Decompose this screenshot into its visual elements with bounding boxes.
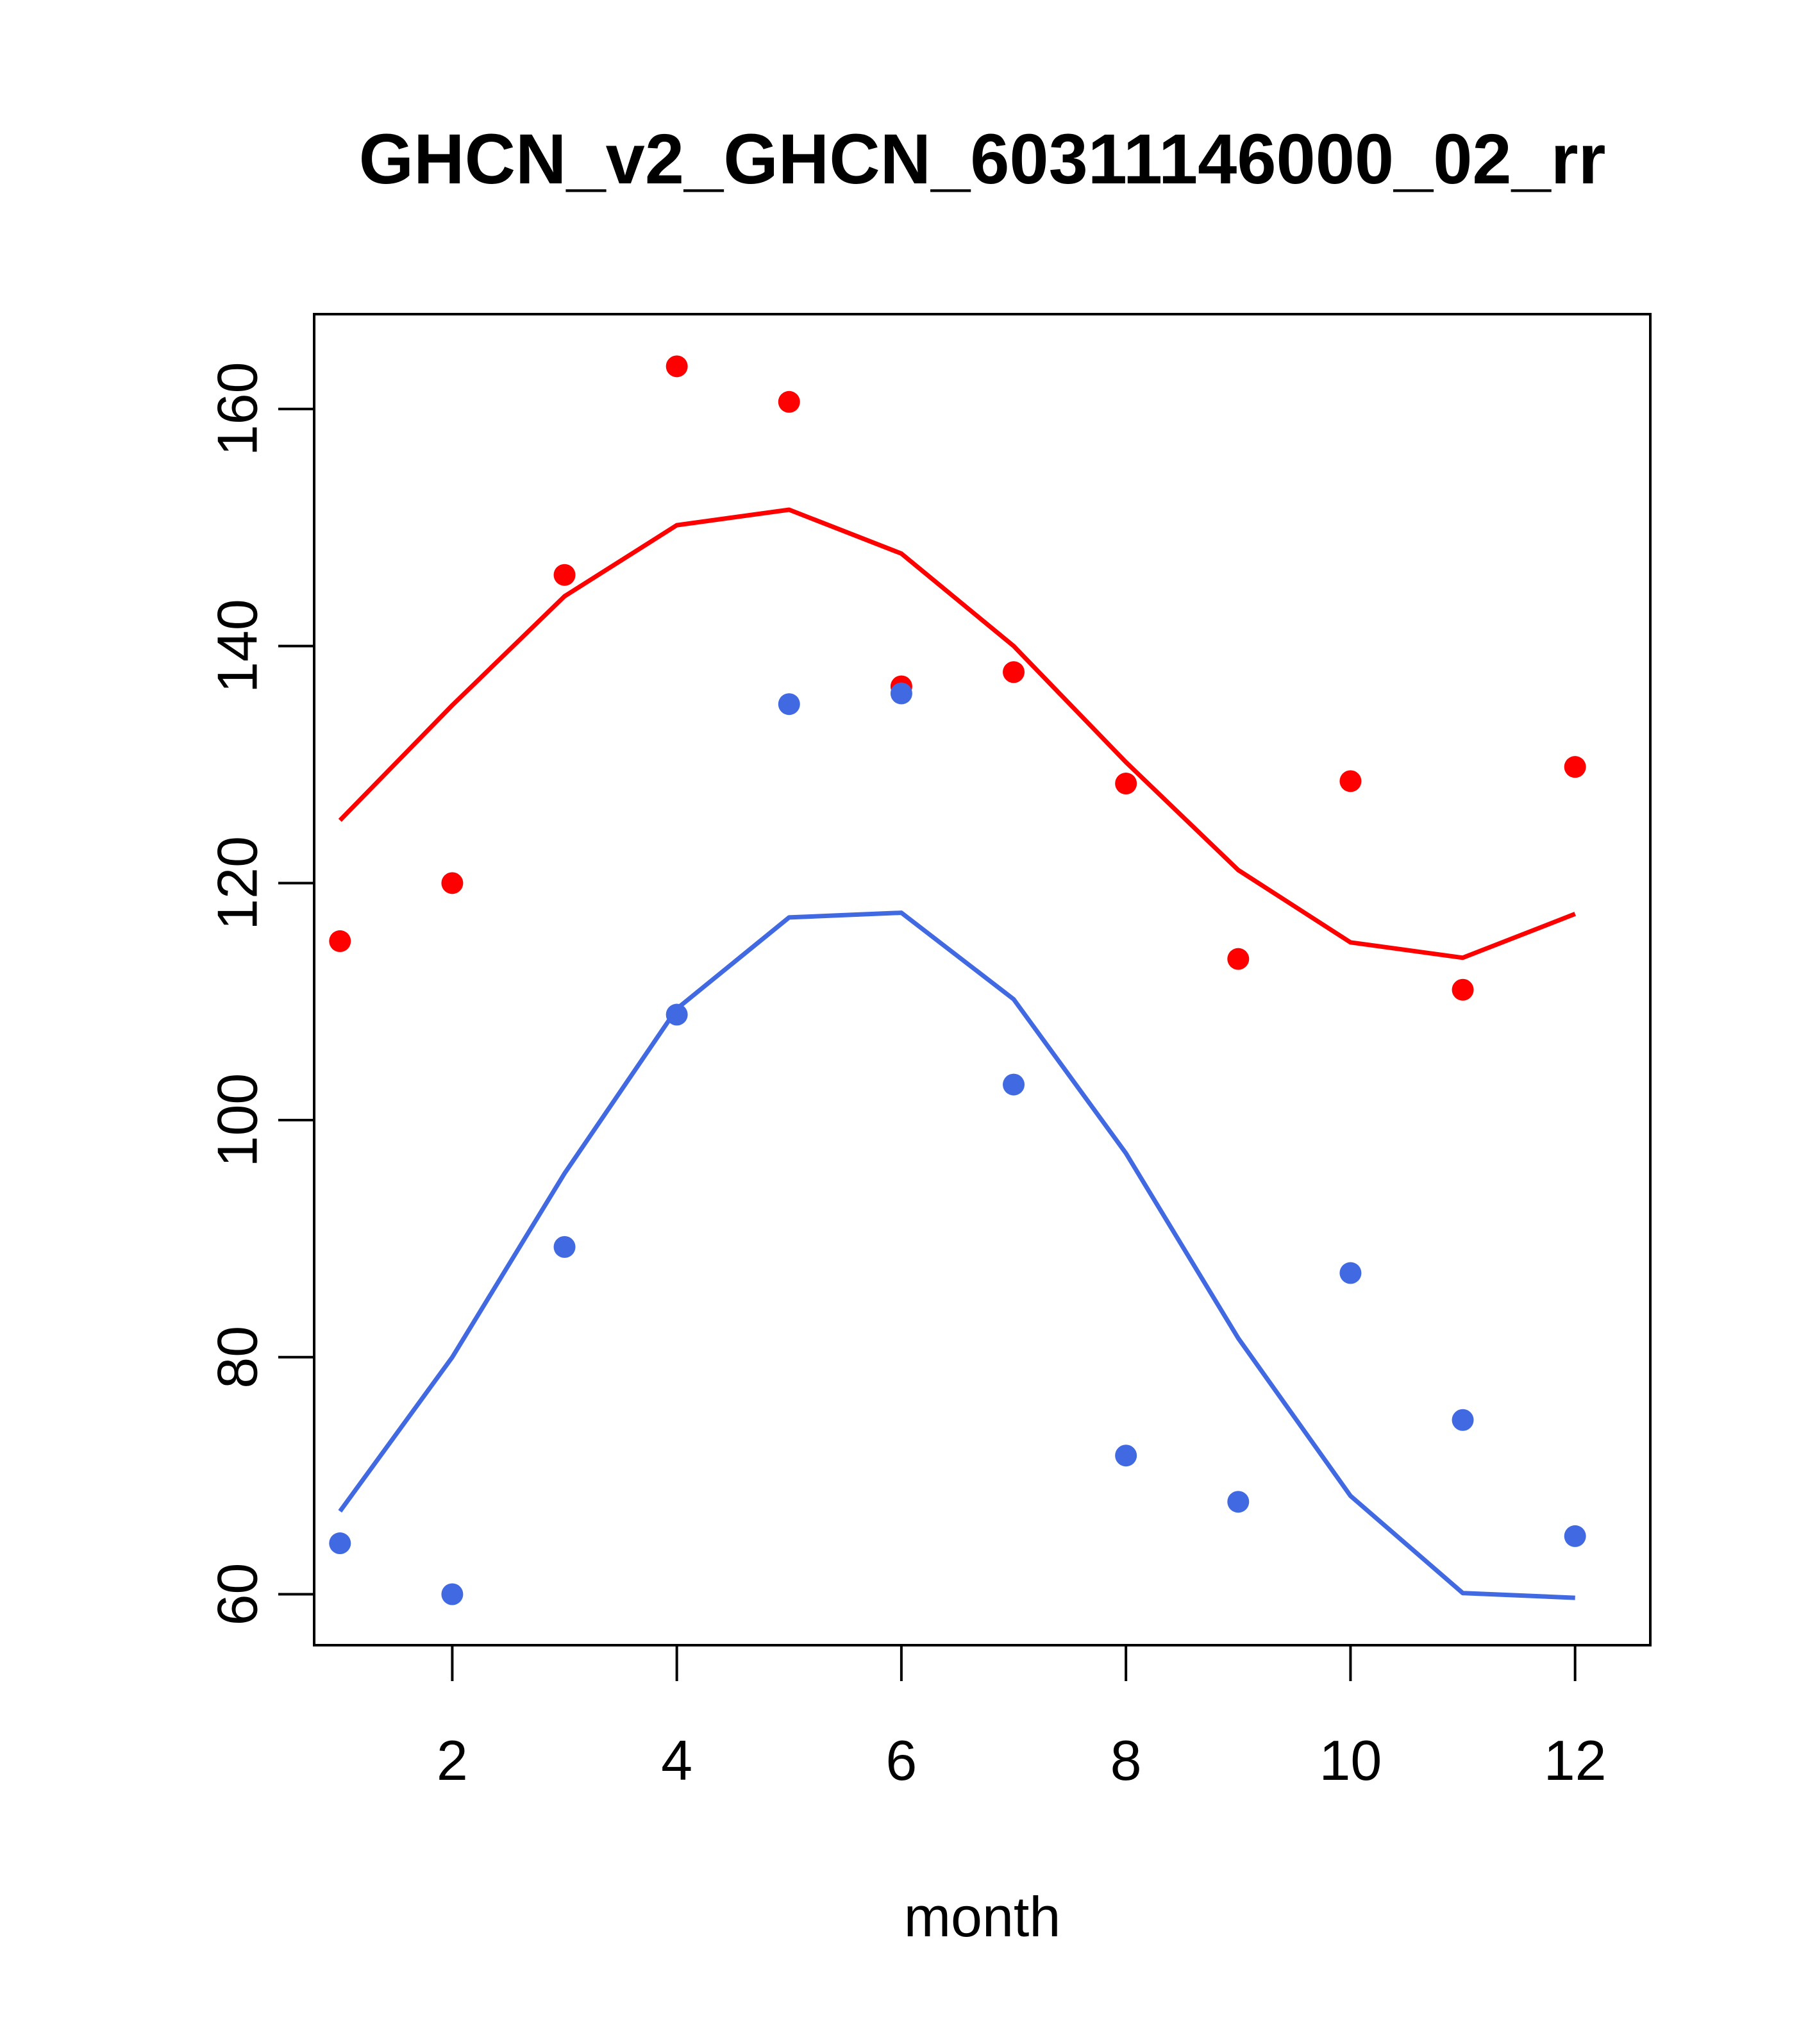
series-1-point bbox=[553, 564, 576, 586]
series-1-line bbox=[338, 507, 1576, 960]
series-1-point bbox=[778, 390, 800, 413]
series-2-point bbox=[329, 1532, 351, 1555]
series-1-point bbox=[329, 930, 351, 952]
series-2-point bbox=[778, 693, 800, 716]
series-1-point bbox=[441, 872, 464, 894]
series-1-point bbox=[1452, 978, 1474, 1001]
x-tick-label: 2 bbox=[437, 1729, 468, 1792]
series-2-point bbox=[1227, 1491, 1250, 1513]
chart-title: GHCN_v2_GHCN_60311146000_02_rr bbox=[359, 120, 1606, 199]
x-tick-label: 8 bbox=[1110, 1729, 1142, 1792]
series-2-point bbox=[1339, 1262, 1362, 1284]
series-2-point bbox=[1003, 1073, 1025, 1096]
series-2-point bbox=[441, 1583, 464, 1605]
series-2-point bbox=[1115, 1445, 1137, 1467]
series-1-point bbox=[1227, 948, 1250, 970]
series-1-point bbox=[1003, 661, 1025, 683]
y-tick-label: 160 bbox=[206, 362, 269, 456]
x-tick-label: 4 bbox=[661, 1729, 692, 1792]
series-2-point bbox=[666, 1003, 688, 1026]
y-tick-label: 80 bbox=[206, 1326, 269, 1389]
series-2-line bbox=[338, 910, 1575, 1600]
x-axis-label: month bbox=[904, 1885, 1061, 1948]
x-tick-label: 12 bbox=[1544, 1729, 1607, 1792]
series-1-point bbox=[1339, 770, 1362, 792]
x-tick-label: 6 bbox=[885, 1729, 917, 1792]
y-tick-label: 60 bbox=[206, 1563, 269, 1626]
series-1-point bbox=[1115, 773, 1137, 795]
axes: 2 4 6 8 10 12 60 80 100 120 140 160 bbox=[206, 313, 1652, 1792]
series-2 bbox=[329, 682, 1586, 1605]
series-2-point bbox=[890, 682, 912, 705]
series-1-point bbox=[666, 355, 688, 378]
plot-frame bbox=[313, 313, 1652, 1646]
series-layer bbox=[329, 355, 1586, 1605]
series-2-point bbox=[1452, 1409, 1474, 1431]
series-2-point bbox=[553, 1236, 576, 1258]
series-2-point bbox=[1564, 1525, 1586, 1547]
y-tick-label: 140 bbox=[206, 599, 269, 693]
series-1 bbox=[329, 355, 1586, 1001]
y-tick-label: 100 bbox=[206, 1073, 269, 1168]
x-tick-label: 10 bbox=[1319, 1729, 1382, 1792]
y-tick-label: 120 bbox=[206, 836, 269, 930]
series-1-point bbox=[1564, 756, 1586, 778]
